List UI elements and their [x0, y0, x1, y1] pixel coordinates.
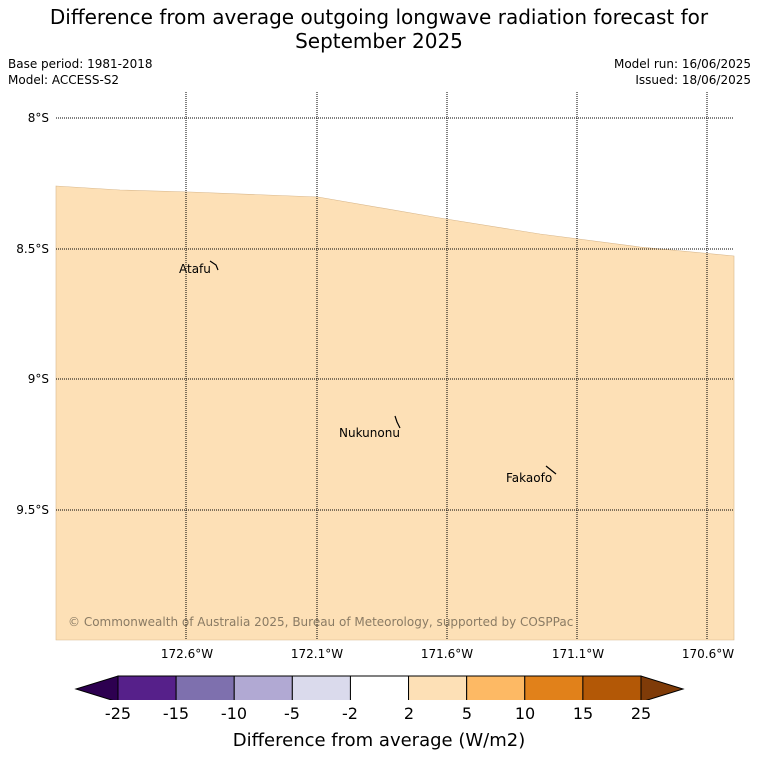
colorbar-tick-label: -15 — [162, 704, 190, 723]
colorbar-segment — [175, 675, 235, 700]
colorbar-tick-label: 2 — [403, 704, 415, 723]
colorbar-arrow-high — [640, 675, 685, 700]
colorbar-tick-label: 15 — [572, 704, 594, 723]
atafu-island-shape — [209, 260, 219, 271]
colorbar-segment — [233, 675, 293, 700]
colorbar-tick-label: -10 — [220, 704, 248, 723]
chart-title: Difference from average outgoing longwav… — [0, 5, 758, 53]
colorbar-tick-label: -5 — [284, 704, 300, 723]
lon-label-172-1w: 172.1°W — [291, 647, 343, 661]
colorbar-segment — [408, 675, 468, 700]
lon-label-172-6w: 172.6°W — [161, 647, 213, 661]
fakaofo-island-shape — [545, 465, 557, 475]
lat-label-8-5s: 8.5°S — [16, 242, 49, 256]
colorbar-segment — [524, 675, 584, 700]
colorbar-segment — [291, 675, 351, 700]
title-line-1: Difference from average outgoing longwav… — [49, 5, 709, 29]
olr-anomaly-region — [55, 185, 735, 641]
colorbar-segment — [349, 675, 410, 700]
colorbar-tick-label: 5 — [461, 704, 473, 723]
lon-label-170-6w: 170.6°W — [682, 647, 734, 661]
meta-left: Base period: 1981-2018 Model: ACCESS-S2 — [8, 56, 153, 88]
lat-label-9-5s: 9.5°S — [16, 503, 49, 517]
issued-text: Issued: 18/06/2025 — [635, 73, 751, 87]
colorbar-segment — [117, 675, 177, 700]
lon-label-171-1w: 171.1°W — [552, 647, 604, 661]
colorbar-segment — [582, 675, 642, 700]
place-label-atafu: Atafu — [179, 262, 211, 276]
place-label-nukunonu: Nukunonu — [339, 426, 400, 440]
colorbar-tick-label: -25 — [104, 704, 132, 723]
colorbar-tick-label: 25 — [630, 704, 652, 723]
colorbar — [74, 675, 685, 700]
base-period-text: Base period: 1981-2018 — [8, 57, 153, 71]
lat-label-9s: 9°S — [28, 372, 49, 386]
colorbar-tick-label: 10 — [514, 704, 536, 723]
meta-right: Model run: 16/06/2025 Issued: 18/06/2025 — [614, 56, 751, 88]
model-text: Model: ACCESS-S2 — [8, 73, 120, 87]
colorbar-segment — [466, 675, 526, 700]
map-figure: 8°S 8.5°S 9°S 9.5°S 172.6°W 172.1°W 171.… — [16, 92, 735, 700]
copyright-notice: © Commonwealth of Australia 2025, Bureau… — [68, 615, 573, 629]
lon-label-171-6w: 171.6°W — [421, 647, 473, 661]
nukunonu-island-shape — [394, 415, 401, 429]
colorbar-tick-label: -2 — [342, 704, 358, 723]
colorbar-arrow-low — [74, 675, 119, 700]
lat-label-8s: 8°S — [28, 111, 49, 125]
colorbar-title: Difference from average (W/m2) — [232, 730, 526, 751]
model-run-text: Model run: 16/06/2025 — [613, 57, 751, 71]
place-label-fakaofo: Fakaofo — [506, 471, 552, 485]
title-line-2: September 2025 — [295, 29, 463, 53]
